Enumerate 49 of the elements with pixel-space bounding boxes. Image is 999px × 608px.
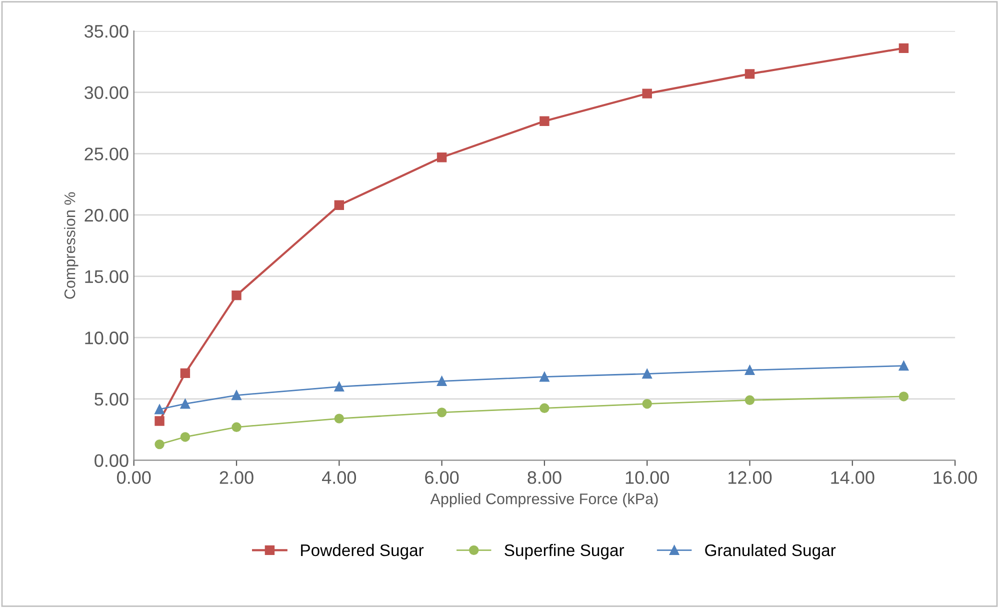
y-tick-label: 5.00 [94,392,128,406]
point [154,416,164,426]
x-tick-label: 10.00 [626,471,669,484]
point [436,408,447,418]
y-axis-title: Compression % [64,192,78,299]
point [334,382,344,392]
y-tick-label: 0.00 [94,454,128,467]
y-tick-label: 25.00 [84,148,128,160]
point [744,69,755,79]
point [540,403,550,413]
point [334,414,344,424]
y-tick-label: 35.00 [84,24,128,38]
y-tick-label: 30.00 [84,86,128,100]
point [540,116,550,126]
point [744,395,755,406]
y-tick-label: 10.00 [85,332,128,344]
point [744,365,755,375]
point [898,392,909,402]
point [154,439,164,450]
y-tick-label: 15.00 [85,270,128,284]
point [898,43,909,54]
legend-label: Powdered Sugar [301,544,424,560]
y-tick-label: 20.00 [84,208,128,222]
x-tick-label: 16.00 [934,471,977,484]
point [232,290,242,300]
point [232,422,242,432]
point [154,404,164,414]
x-tick-label: 4.00 [322,471,356,484]
x-tick-label: 8.00 [528,471,562,484]
point [180,398,190,409]
x-tick-label: 14.00 [831,471,874,484]
point [180,432,190,442]
point [232,390,242,400]
point [436,152,447,162]
point [334,200,344,210]
point [642,88,652,98]
point [898,360,909,371]
point [642,368,652,379]
x-axis-title: Applied Compressive Force (kPa) [430,493,658,508]
x-tick-label: 12.00 [728,471,772,484]
point [540,372,550,382]
point [436,376,447,386]
x-tick-label: 2.00 [220,471,254,484]
point [180,368,190,378]
legend-label: Superfine Sugar [504,544,624,560]
legend-label: Granulated Sugar [705,544,836,560]
x-tick-label: 0.00 [117,471,151,484]
x-tick-label: 6.00 [425,471,459,484]
point [642,398,652,409]
